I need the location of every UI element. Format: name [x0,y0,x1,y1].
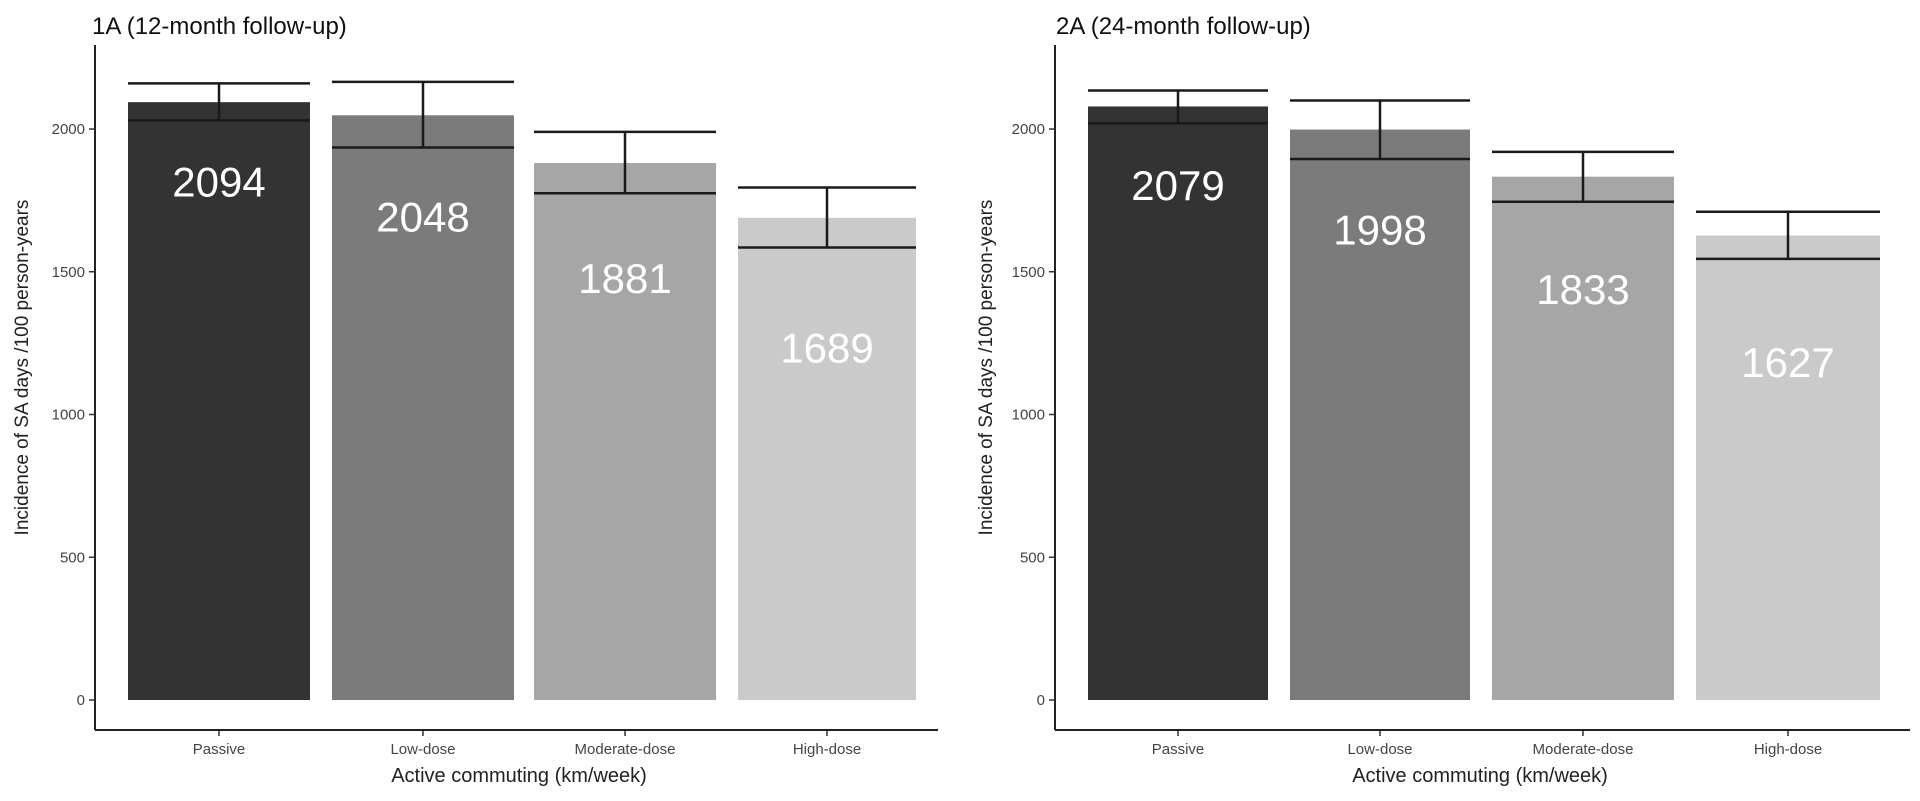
x-tick-label: Moderate-dose [1533,741,1634,758]
y-axis-label: Incidence of SA days /100 person-years [12,200,33,536]
bar-value-label: 1689 [780,325,873,372]
y-tick-label: 1500 [52,264,85,281]
x-tick-label: Low-dose [390,741,455,758]
error-bar [128,82,310,122]
x-tick-label: High-dose [793,741,861,758]
y-tick-label: 0 [77,692,85,709]
x-tick-label: High-dose [1754,741,1822,758]
chart-title: 1A (12-month follow-up) [92,13,347,40]
bar-value-label: 1998 [1333,206,1426,253]
bar-moderate-dose [534,162,716,701]
chart-panel-2: 2A (24-month follow-up) 2079 Passive 1998 Lo… [976,13,1910,787]
error-bar [534,130,716,195]
bar-low-dose [1290,129,1470,701]
x-tick-label: Low-dose [1347,741,1412,758]
x-axis-label: Active commuting (km/week) [391,765,647,787]
error-bar [332,80,514,149]
bar-low-dose [332,115,514,700]
y-tick-label: 1000 [52,407,85,424]
bar-high-dose [1696,235,1880,700]
y-tick-label: 1000 [1012,407,1045,424]
bar-value-label: 2094 [172,158,265,205]
bar-value-label: 2079 [1131,162,1224,209]
y-tick-label: 500 [1020,549,1045,566]
bar-passive [1088,106,1268,701]
error-bar [1088,89,1268,125]
error-bar [738,186,916,249]
error-bar [1290,99,1470,161]
bar-value-label: 1627 [1741,339,1834,386]
chart-title: 2A (24-month follow-up) [1056,13,1311,40]
x-axis-label: Active commuting (km/week) [1352,765,1608,787]
y-tick-label: 2000 [52,121,85,138]
bar-value-label: 1833 [1536,266,1629,313]
bar-high-dose [738,217,916,700]
y-tick-label: 1500 [1012,264,1045,281]
error-bar [1492,150,1674,204]
x-tick-label: Passive [1152,741,1205,758]
bar-passive [128,102,310,700]
bar-moderate-dose [1492,176,1674,701]
x-tick-label: Moderate-dose [575,741,676,758]
x-tick-label: Passive [193,741,246,758]
y-tick-label: 500 [60,549,85,566]
bar-value-label: 2048 [376,193,469,240]
y-tick-label: 2000 [1012,121,1045,138]
y-axis-label: Incidence of SA days /100 person-years [976,200,997,536]
error-bar [1696,210,1880,261]
chart-panel-1: 1A (12-month follow-up) 2094 Passive 2048 Lo… [12,13,938,787]
bar-value-label: 1881 [578,255,671,302]
y-tick-label: 0 [1037,692,1045,709]
